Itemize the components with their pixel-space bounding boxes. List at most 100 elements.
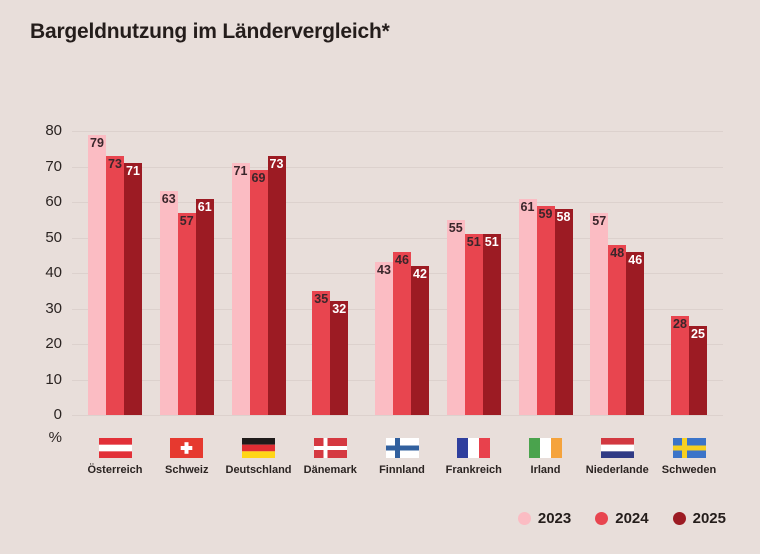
- bar-group-sweden: 28 25: [662, 131, 716, 415]
- category-axis: Österreich Schweiz Deutschland Dänemark Finn…: [72, 438, 723, 476]
- bar-2023-austria: 79: [88, 134, 106, 415]
- y-tick-label: 10: [45, 370, 62, 388]
- bar-2023-germany: 71: [231, 163, 250, 415]
- gridline: [72, 166, 723, 168]
- flag-austria-icon: [98, 438, 132, 458]
- flag-ireland-icon: [529, 438, 562, 458]
- bar-value-label: 61: [197, 199, 212, 214]
- country-label: Dänemark: [303, 464, 357, 476]
- country-label: Schweiz: [165, 464, 209, 476]
- bar-value-label: 69: [251, 171, 266, 186]
- legend-label: 2023: [537, 510, 572, 527]
- bar-2024-finland: 46: [393, 251, 411, 415]
- y-tick-label: 50: [45, 228, 62, 246]
- gridline: [72, 237, 723, 239]
- bar-value-label: 63: [161, 192, 176, 207]
- y-tick-label: 80: [45, 122, 62, 139]
- bar-2024-austria: 73: [106, 155, 124, 415]
- y-tick-label: 20: [45, 335, 62, 352]
- bar-value-label: 73: [269, 156, 284, 171]
- category-france: Frankreich: [445, 438, 502, 476]
- bar-value-label: 46: [628, 252, 643, 267]
- y-tick-label: 70: [45, 157, 62, 175]
- legend-item-2023: 2023: [517, 510, 572, 527]
- bar-value-label: 55: [448, 220, 463, 235]
- country-label: Frankreich: [445, 464, 502, 476]
- category-austria: Österreich: [87, 438, 143, 476]
- y-tick-label: 0: [53, 406, 62, 423]
- bar-2023-netherlands: 57: [590, 212, 609, 415]
- bar-value-label: 61: [520, 199, 535, 214]
- bar-2025-switzerland: 61: [195, 198, 214, 415]
- bar-2025-finland: 42: [411, 265, 429, 415]
- legend-item-2024: 2024: [595, 510, 649, 527]
- bar-2025-ireland: 58: [554, 209, 573, 415]
- bar-2025-germany: 73: [267, 155, 286, 415]
- bar-2023-france: 55: [446, 219, 465, 415]
- country-label: Österreich: [87, 464, 143, 476]
- flag-germany-icon: [242, 438, 275, 458]
- bar-group-netherlands: 57 48 46: [590, 131, 645, 415]
- bar-value-label: 28: [673, 316, 687, 331]
- bar-group-france: 55 51 51: [446, 131, 501, 415]
- category-germany: Deutschland: [226, 438, 292, 476]
- legend: 2023 2024 2025: [517, 510, 726, 527]
- gridline: [72, 131, 723, 132]
- bar-2023-ireland: 61: [518, 198, 537, 415]
- bar-value-label: 58: [556, 210, 571, 225]
- flag-finland-icon: [385, 438, 419, 458]
- bar-2024-denmark: 35: [312, 290, 331, 415]
- gridline: [72, 415, 723, 416]
- country-label: Irland: [530, 464, 561, 476]
- category-sweden: Schweden: [662, 438, 716, 476]
- bar-2025-denmark: 32: [330, 301, 349, 415]
- bar-group-austria: 79 73 71: [88, 131, 142, 415]
- bar-value-label: 71: [126, 164, 140, 178]
- legend-swatch-icon: [595, 512, 609, 525]
- country-label: Finnland: [379, 464, 425, 476]
- bar-value-label: 46: [395, 252, 409, 267]
- gridline: [72, 202, 723, 203]
- legend-item-2025: 2025: [672, 510, 726, 527]
- bar-value-label: 79: [90, 135, 104, 150]
- flag-switzerland-icon: [170, 438, 204, 458]
- bar-value-label: 51: [484, 235, 499, 249]
- legend-label: 2024: [615, 510, 649, 527]
- category-denmark: Dänemark: [303, 438, 357, 476]
- bar-value-label: 48: [610, 245, 625, 260]
- flag-france-icon: [457, 438, 491, 458]
- bar-2024-sweden: 28: [671, 315, 689, 415]
- bar-value-label: 35: [314, 291, 329, 306]
- category-finland: Finnland: [375, 438, 429, 476]
- bar-value-label: 71: [233, 164, 248, 178]
- bar-2023-switzerland: 63: [159, 191, 178, 415]
- plot-area: 79 73 71 63 57 61 71 69 73 35 32 43 46 42 55 51 51 61 59 58…: [72, 131, 723, 415]
- bar-2025-sweden: 25: [689, 326, 707, 415]
- bar-2025-netherlands: 46: [626, 251, 645, 415]
- bar-value-label: 57: [592, 213, 607, 228]
- bar-2024-ireland: 59: [536, 205, 555, 415]
- y-tick-label: 30: [45, 299, 62, 317]
- bar-2024-netherlands: 48: [608, 244, 627, 415]
- country-label: Schweden: [661, 464, 717, 476]
- legend-swatch-icon: [517, 512, 531, 525]
- category-ireland: Irland: [519, 438, 573, 476]
- bar-value-label: 32: [332, 302, 347, 317]
- bar-value-label: 57: [179, 213, 194, 228]
- bar-2025-france: 51: [482, 234, 501, 415]
- bar-group-germany: 71 69 73: [231, 131, 286, 415]
- chart-title: Bargeldnutzung im Ländervergleich*: [30, 20, 390, 43]
- category-switzerland: Schweiz: [160, 438, 214, 476]
- flag-denmark-icon: [313, 438, 347, 458]
- bar-2024-france: 51: [464, 234, 483, 415]
- bar-value-label: 51: [466, 235, 481, 249]
- y-tick-label: 40: [45, 264, 62, 281]
- bar-group-switzerland: 63 57 61: [159, 131, 214, 415]
- bar-2024-germany: 69: [249, 170, 268, 415]
- bar-group-finland: 43 46 42: [375, 131, 429, 415]
- bar-value-label: 43: [377, 263, 391, 278]
- flag-netherlands-icon: [600, 438, 634, 458]
- category-netherlands: Niederlande: [586, 438, 649, 476]
- y-axis-unit-label: %: [48, 429, 62, 446]
